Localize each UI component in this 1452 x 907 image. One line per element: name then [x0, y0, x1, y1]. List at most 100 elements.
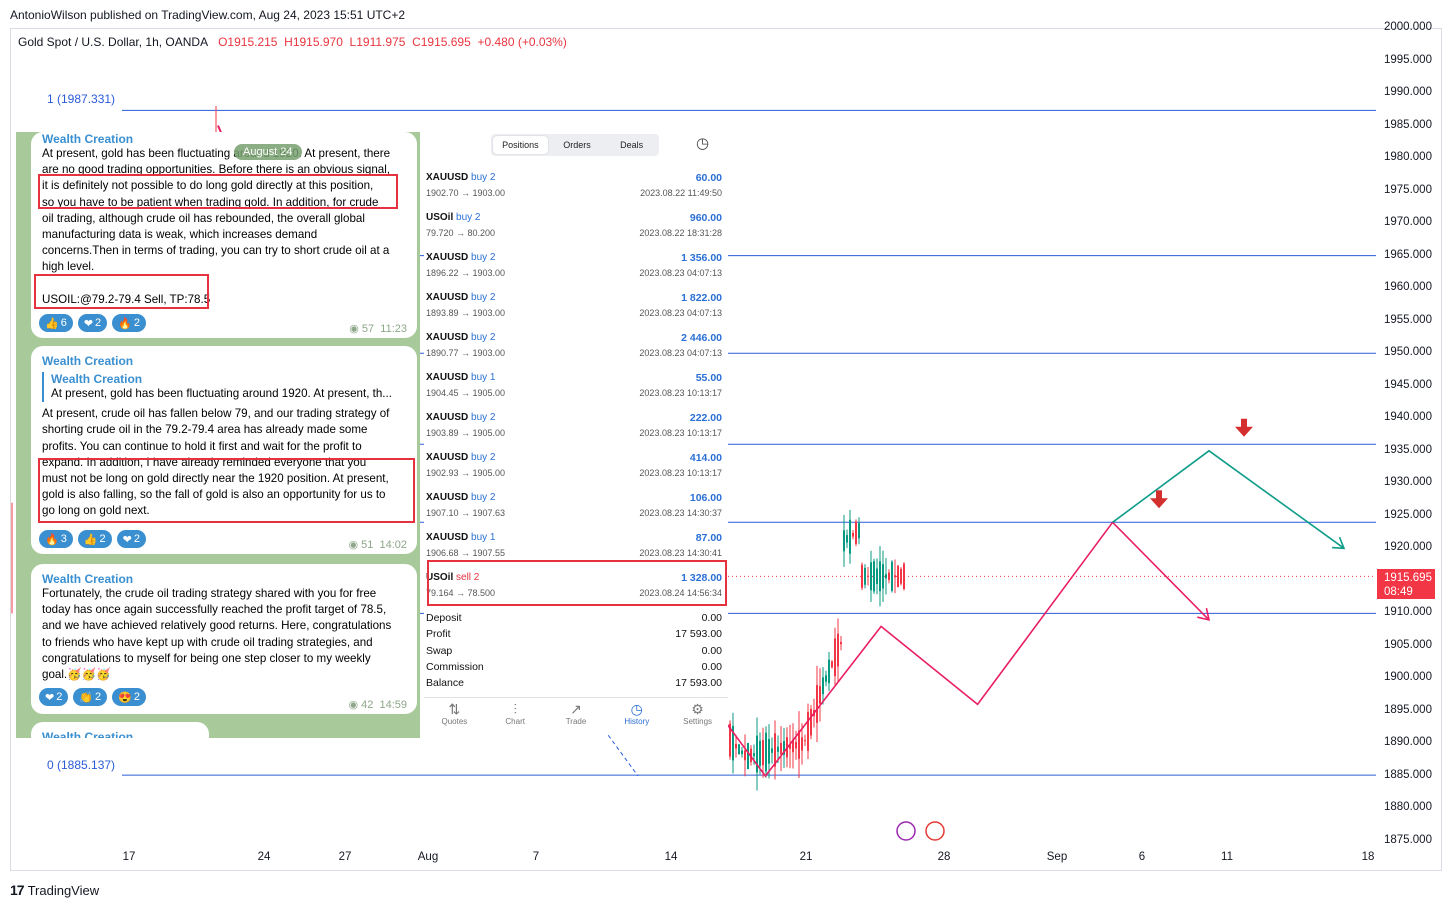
clock-icon[interactable]: ◷	[696, 135, 710, 152]
deal-symbol: XAUUSD buy 1	[426, 532, 495, 543]
nav-quotes[interactable]: ⇅ Quotes	[424, 698, 485, 734]
deal-row[interactable]: XAUUSD buy 2 1896.22 → 1903.00 1 356.00 202…	[426, 252, 724, 292]
down-arrow-icon	[1235, 426, 1253, 437]
tab-positions[interactable]: Positions	[493, 136, 548, 154]
highlight-box	[38, 458, 415, 523]
message-line: gold is also falling, so the fall of gol…	[42, 488, 386, 502]
price-tick-label: 1940.000	[1384, 411, 1432, 424]
deal-datetime: 2023.08.23 10:13:17	[639, 428, 722, 438]
price-tick-label: 1960.000	[1384, 281, 1432, 294]
candle-body	[804, 740, 806, 742]
deal-row[interactable]: XAUUSD buy 2 1902.70 → 1903.00 60.00 2023.0…	[426, 172, 724, 212]
deal-side: buy 2	[471, 492, 496, 503]
deal-profit: 60.00	[695, 172, 722, 184]
nav-label: Chart	[505, 717, 525, 726]
nav-chart[interactable]: ⫶ Chart	[485, 698, 546, 734]
summary-row: Profit 17 593.00	[426, 628, 724, 640]
deal-side: buy 2	[471, 412, 496, 423]
reply-quote[interactable]: Wealth Creation At present, gold has bee…	[42, 372, 407, 403]
deal-row[interactable]: XAUUSD buy 2 1902.93 → 1905.00 414.00 2023.…	[426, 452, 724, 492]
candle-body	[894, 575, 896, 578]
message-author[interactable]: Wealth Creation	[42, 132, 134, 146]
message-author[interactable]: Wealth Creation	[42, 354, 134, 368]
price-tick-label: 1975.000	[1384, 183, 1432, 196]
nav-trade[interactable]: ↗ Trade	[546, 698, 607, 734]
candle-body	[885, 574, 887, 579]
reaction-bar: ❤ 2 👏 2 😍 2	[39, 688, 146, 706]
summary-value: 0.00	[701, 660, 722, 673]
candle-body	[852, 532, 854, 537]
candle-body	[792, 739, 794, 753]
open-value: O1915.215	[218, 35, 278, 49]
reaction-chip[interactable]: 😍 2	[112, 688, 146, 706]
message-author[interactable]: Wealth Creation	[42, 572, 134, 586]
message-bubble: Wealth Creation Wealth Creation At prese…	[31, 346, 417, 554]
reaction-emoji-icon: 🔥	[45, 533, 59, 546]
reaction-count: 3	[60, 533, 67, 545]
deal-row[interactable]: XAUUSD buy 2 1907.10 → 1907.63 106.00 2023.…	[426, 492, 724, 532]
deal-symbol-name: XAUUSD	[426, 172, 469, 183]
message-line: At present, gold has been fluctuating ar…	[42, 147, 391, 160]
deal-symbol-name: XAUUSD	[426, 252, 469, 263]
tradingview-logo[interactable]: 17 TradingView	[10, 882, 99, 898]
candle-body	[822, 677, 824, 695]
reaction-chip[interactable]: 👏 2	[73, 688, 108, 706]
reaction-count: 2	[99, 533, 106, 545]
deal-row[interactable]: USOil buy 2 79.720 → 80.200 960.00 2023.08.…	[426, 212, 724, 252]
tab-deals[interactable]: Deals	[620, 140, 644, 150]
fib-label-top: 1 (1987.331)	[47, 92, 116, 106]
reaction-count: 2	[133, 317, 140, 329]
symbol-title[interactable]: Gold Spot / U.S. Dollar, 1h, OANDA	[18, 35, 209, 49]
reaction-chip[interactable]: 👍 6	[39, 314, 73, 332]
message-time: 11:23	[380, 323, 407, 335]
price-tick-label: 1880.000	[1384, 801, 1432, 814]
reaction-chip[interactable]: ❤ 2	[77, 314, 108, 332]
time-tick-label: Sep	[1046, 851, 1068, 863]
deal-row[interactable]: USOil sell 2 79.164 → 78.500 1 328.00 2023.…	[426, 572, 724, 612]
deal-symbol-name: XAUUSD	[426, 452, 469, 463]
tab-orders[interactable]: Orders	[563, 140, 591, 150]
reaction-chip[interactable]: 🔥 2	[112, 314, 146, 332]
reaction-chip[interactable]: 👍 2	[77, 530, 112, 548]
candle-body	[765, 732, 767, 772]
price-tick-label: 1920.000	[1384, 541, 1432, 554]
summary-value: 17 593.00	[675, 677, 722, 690]
nav-history[interactable]: ◷ History	[606, 698, 667, 734]
deal-datetime: 2023.08.23 14:30:41	[639, 548, 722, 558]
reaction-chip[interactable]: ❤ 2	[39, 688, 69, 706]
reaction-chip[interactable]: 🔥 3	[39, 530, 73, 548]
deal-row[interactable]: XAUUSD buy 1 1906.68 → 1907.55 87.00 2023.0…	[426, 532, 724, 572]
reaction-count: 2	[133, 691, 140, 703]
reaction-emoji-icon: 🔥	[118, 317, 132, 330]
nav-label: Quotes	[441, 717, 468, 726]
message-line: shorting crude oil in the 79.2-79.4 area…	[42, 423, 368, 437]
candle-body	[828, 659, 830, 684]
down-arrow-icon	[1150, 498, 1168, 509]
candle-body	[870, 562, 872, 591]
reaction-emoji-icon: 👏	[79, 691, 94, 704]
highlight-box	[38, 174, 398, 209]
candle-body	[855, 521, 857, 544]
candle-body	[747, 742, 749, 770]
candle-body	[831, 661, 833, 668]
message-author[interactable]: Wealth Creation	[42, 730, 134, 738]
deal-row[interactable]: XAUUSD buy 2 1890.77 → 1903.00 2 446.00 202…	[426, 332, 724, 372]
chart-icon: ⫶	[513, 701, 517, 717]
nav-settings[interactable]: ⚙ Settings	[667, 698, 728, 734]
price-tick-label: 1930.000	[1384, 476, 1432, 489]
time-tick-label: 21	[799, 851, 813, 863]
deal-symbol: XAUUSD buy 2	[426, 252, 495, 263]
down-arrow-icon	[1156, 490, 1162, 500]
candle-body	[759, 740, 761, 766]
deal-symbol-name: XAUUSD	[426, 492, 469, 503]
deal-row[interactable]: XAUUSD buy 2 1893.89 → 1903.00 1 822.00 202…	[426, 292, 724, 332]
quote-author: Wealth Creation	[51, 372, 143, 386]
candle-body	[768, 738, 770, 764]
reaction-chip[interactable]: ❤ 2	[116, 530, 146, 548]
reaction-count: 2	[95, 691, 102, 703]
deal-row[interactable]: XAUUSD buy 2 1903.89 → 1905.00 222.00 2023.…	[426, 412, 724, 452]
message-bubble: Wealth Creation At present, gold has bee…	[31, 132, 417, 338]
deal-symbol: XAUUSD buy 2	[426, 332, 495, 343]
deal-row[interactable]: XAUUSD buy 1 1904.45 → 1905.00 55.00 2023.0…	[426, 372, 724, 412]
reaction-count: 2	[56, 691, 63, 703]
